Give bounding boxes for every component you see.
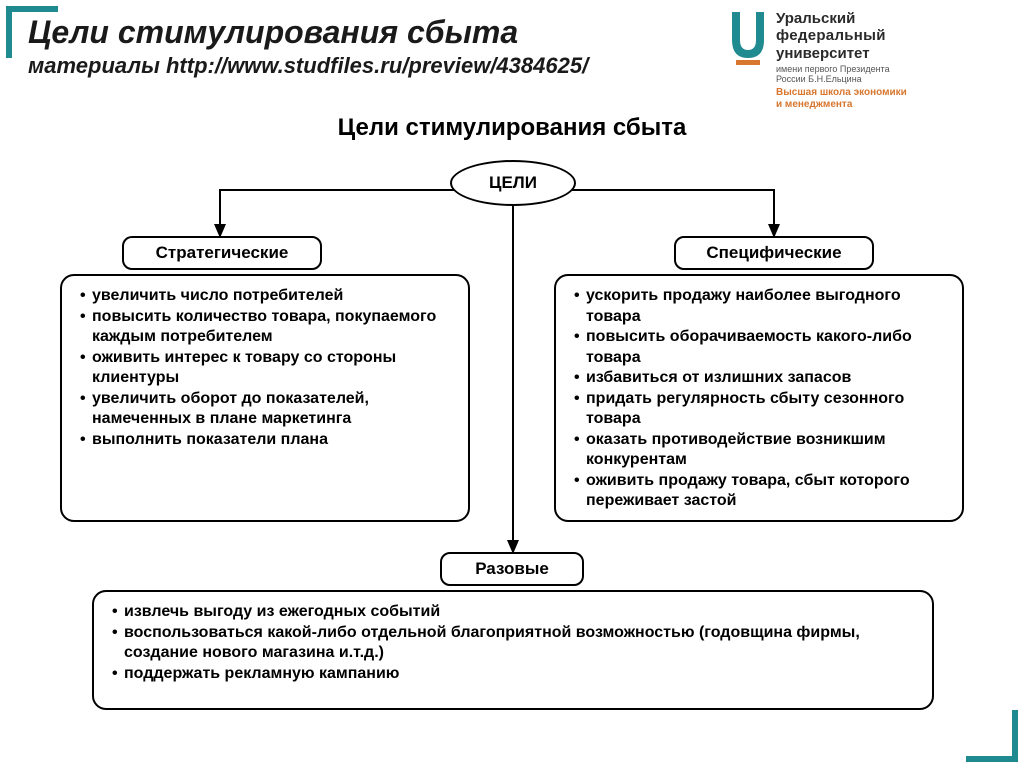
list-item: придать регулярность сбыту сезонного тов… <box>574 389 948 430</box>
corner-top-left-v <box>6 6 12 58</box>
list-item: повысить количество товара, покупаемого … <box>80 307 454 348</box>
branch-label-text: Стратегические <box>156 243 289 263</box>
list-item: ускорить продажу наиболее выгодного това… <box>574 286 948 327</box>
diagram: Цели стимулирования сбыта ЦЕЛИ Стратегич… <box>32 114 992 724</box>
branch-label-specific: Специфические <box>674 236 874 270</box>
logo-line5: России Б.Н.Ельцина <box>776 74 907 84</box>
logo-line7: и менеджмента <box>776 99 907 111</box>
list-item: оживить продажу товара, сбыт которого пе… <box>574 471 948 512</box>
list-specific: ускорить продажу наиболее выгодного това… <box>574 286 948 511</box>
logo-line6: Высшая школа экономики <box>776 87 907 99</box>
list-item: оказать противодействие возникшим конкур… <box>574 430 948 471</box>
list-item: оживить интерес к товару со стороны клие… <box>80 348 454 389</box>
logo-line3: университет <box>776 45 907 62</box>
list-item: поддержать рекламную кампанию <box>112 664 918 684</box>
list-strategic: увеличить число потребителей повысить ко… <box>80 286 454 450</box>
slide: Цели стимулирования сбыта материалы http… <box>0 0 1024 768</box>
list-item: увеличить число потребителей <box>80 286 454 306</box>
root-label: ЦЕЛИ <box>489 173 537 193</box>
logo-line2: федеральный <box>776 27 907 44</box>
urfu-logo-icon <box>726 10 770 68</box>
list-item: воспользоваться какой-либо отдельной бла… <box>112 623 918 664</box>
logo-line1: Уральский <box>776 10 907 27</box>
corner-bottom-right-h <box>966 756 1018 762</box>
title-block: Цели стимулирования сбыта материалы http… <box>28 10 726 79</box>
branch-box-specific: ускорить продажу наиболее выгодного това… <box>554 274 964 522</box>
logo-text: Уральский федеральный университет имени … <box>776 10 907 110</box>
corner-top-left-h <box>6 6 58 12</box>
corner-bottom-right-v <box>1012 710 1018 762</box>
list-item: повысить оборачиваемость какого-либо тов… <box>574 327 948 368</box>
root-node: ЦЕЛИ <box>450 160 576 206</box>
branch-box-strategic: увеличить число потребителей повысить ко… <box>60 274 470 522</box>
list-item: увеличить оборот до показателей, намечен… <box>80 389 454 430</box>
diagram-title: Цели стимулирования сбыта <box>32 114 992 142</box>
header: Цели стимулирования сбыта материалы http… <box>28 10 996 110</box>
branch-label-text: Специфические <box>706 243 841 263</box>
list-item: извлечь выгоду из ежегодных событий <box>112 602 918 622</box>
university-logo: Уральский федеральный университет имени … <box>726 10 996 110</box>
list-item: избавиться от излишних запасов <box>574 368 948 388</box>
branch-box-onetime: извлечь выгоду из ежегодных событий восп… <box>92 590 934 710</box>
list-onetime: извлечь выгоду из ежегодных событий восп… <box>112 602 918 684</box>
logo-line4: имени первого Президента <box>776 64 907 74</box>
page-subtitle: материалы http://www.studfiles.ru/previe… <box>28 53 726 79</box>
branch-label-onetime: Разовые <box>440 552 584 586</box>
branch-label-strategic: Стратегические <box>122 236 322 270</box>
page-title: Цели стимулирования сбыта <box>28 14 726 51</box>
branch-label-text: Разовые <box>475 559 549 579</box>
list-item: выполнить показатели плана <box>80 430 454 450</box>
